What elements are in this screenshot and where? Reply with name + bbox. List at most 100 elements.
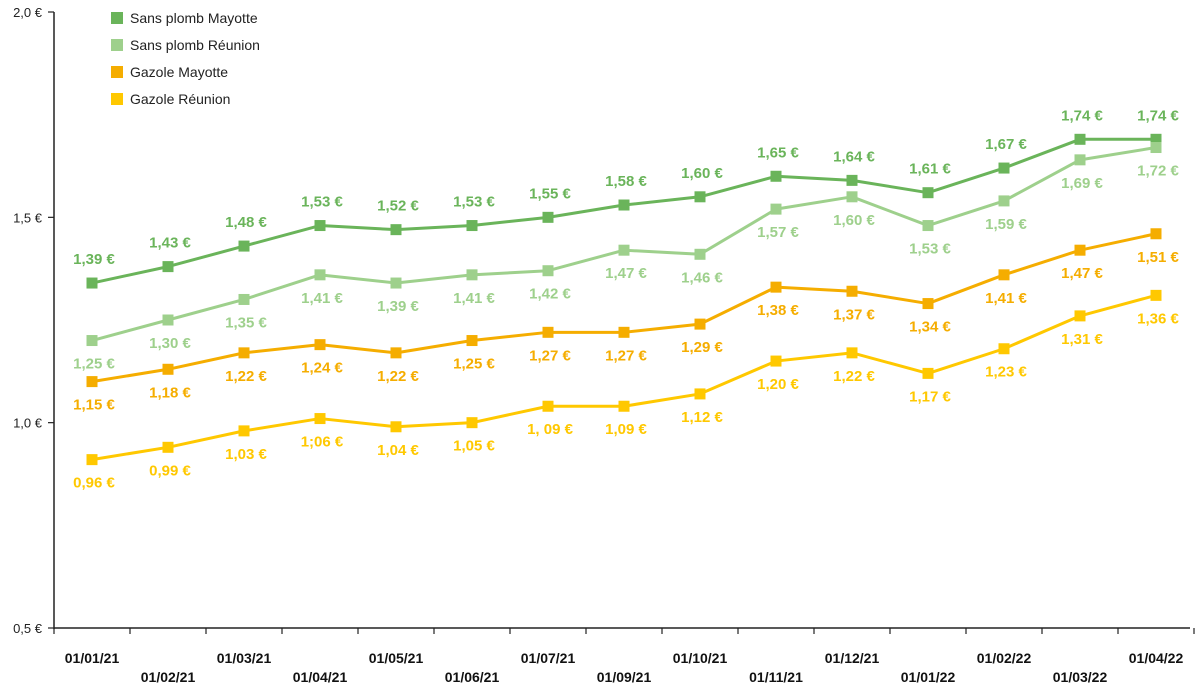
- data-label: 1,74 €: [1061, 107, 1103, 124]
- x-tick-label: 01/07/21: [521, 650, 576, 666]
- x-tick-label: 01/01/21: [65, 650, 120, 666]
- legend-swatch: [111, 66, 123, 78]
- data-label: 1,36 €: [1137, 310, 1179, 327]
- data-point: [466, 269, 478, 281]
- data-label: 1,41 €: [453, 290, 495, 307]
- series-1: [86, 133, 1162, 289]
- data-label: 1,60 €: [833, 212, 875, 229]
- y-tick-label: 1,5 €: [13, 210, 43, 225]
- data-label: 1,18 €: [149, 384, 191, 401]
- x-tick-label: 01/05/21: [369, 650, 424, 666]
- data-label: 1,29 €: [681, 339, 723, 356]
- series-4: [86, 289, 1162, 466]
- data-point: [770, 170, 782, 182]
- data-label: 1,64 €: [833, 148, 875, 165]
- y-tick-label: 0,5 €: [13, 621, 43, 636]
- data-point: [694, 191, 706, 203]
- data-point: [770, 203, 782, 215]
- data-point: [390, 347, 402, 359]
- x-tick-label: 01/12/21: [825, 650, 880, 666]
- legend-label: Gazole Réunion: [130, 91, 230, 107]
- data-label: 1,04 €: [377, 442, 419, 459]
- legend: Sans plomb Mayotte Sans plomb Réunion Gazo…: [111, 10, 260, 107]
- data-label: 1,53 €: [301, 194, 343, 211]
- data-point: [542, 211, 554, 223]
- data-label: 1,17 €: [909, 388, 951, 405]
- data-point: [162, 363, 174, 375]
- data-point: [998, 162, 1010, 174]
- x-tick-label: 01/04/22: [1129, 650, 1184, 666]
- legend-swatch: [111, 39, 123, 51]
- legend-label: Sans plomb Mayotte: [130, 10, 258, 26]
- series-line: [91, 137, 1156, 285]
- data-label: 1,69 €: [1061, 175, 1103, 192]
- data-point: [542, 326, 554, 338]
- data-label: 1,51 €: [1137, 249, 1179, 266]
- data-label: 0,96 €: [73, 475, 115, 492]
- data-point: [238, 347, 250, 359]
- data-point: [162, 261, 174, 273]
- data-label: 1,03 €: [225, 446, 267, 463]
- data-label: 1,22 €: [377, 368, 419, 385]
- data-label: 1,41 €: [301, 290, 343, 307]
- y-tick-label: 2,0 €: [13, 5, 43, 20]
- data-label: 1,27 €: [605, 347, 647, 364]
- data-point: [1074, 154, 1086, 166]
- data-point: [1150, 142, 1162, 154]
- data-label: 1,43 €: [149, 235, 191, 252]
- data-label: 1,65 €: [757, 144, 799, 161]
- legend-label: Gazole Mayotte: [130, 64, 228, 80]
- data-point: [1074, 310, 1086, 322]
- data-label: 1,09 €: [605, 421, 647, 438]
- x-tick-label: 01/02/21: [141, 669, 196, 685]
- data-point: [1150, 228, 1162, 240]
- y-tick-label: 1,0 €: [13, 416, 43, 431]
- data-label: 1,47 €: [605, 265, 647, 282]
- x-tick-label: 01/10/21: [673, 650, 728, 666]
- data-point: [542, 400, 554, 412]
- data-label: 1,20 €: [757, 376, 799, 393]
- data-label: 1,59 €: [985, 216, 1027, 233]
- data-label: 1,57 €: [757, 224, 799, 241]
- data-point: [390, 421, 402, 433]
- data-label: 1,15 €: [73, 397, 115, 414]
- data-label: 1,52 €: [377, 198, 419, 215]
- data-point: [998, 343, 1010, 355]
- data-point: [922, 187, 934, 199]
- data-point: [466, 417, 478, 429]
- data-point: [694, 388, 706, 400]
- x-tick-label: 01/02/22: [977, 650, 1032, 666]
- data-label: 1,39 €: [377, 298, 419, 315]
- data-label: 0,99 €: [149, 462, 191, 479]
- x-tick-label: 01/03/21: [217, 650, 272, 666]
- data-label: 1,39 €: [73, 251, 115, 268]
- x-tick-label: 01/04/21: [293, 669, 348, 685]
- data-label: 1,55 €: [529, 185, 571, 202]
- data-point: [86, 335, 98, 347]
- series-3: [86, 228, 1162, 388]
- data-label: 1,27 €: [529, 347, 571, 364]
- data-point: [1150, 133, 1162, 145]
- data-label: 1,35 €: [225, 314, 267, 331]
- data-point: [238, 240, 250, 252]
- data-label: 1,37 €: [833, 306, 875, 323]
- legend-label: Sans plomb Réunion: [130, 37, 260, 53]
- data-point: [314, 269, 326, 281]
- data-point: [846, 174, 858, 186]
- data-point: [998, 269, 1010, 281]
- data-label: 1,67 €: [985, 136, 1027, 153]
- data-label: 1,38 €: [757, 302, 799, 319]
- data-label: 1,47 €: [1061, 265, 1103, 282]
- data-point: [694, 248, 706, 260]
- data-point: [618, 326, 630, 338]
- data-label: 1,34 €: [909, 319, 951, 336]
- data-label: 1,05 €: [453, 438, 495, 455]
- data-point: [770, 281, 782, 293]
- data-label: 1,30 €: [149, 335, 191, 352]
- data-point: [162, 314, 174, 326]
- data-label: 1,41 €: [985, 290, 1027, 307]
- data-point: [238, 425, 250, 437]
- data-point: [618, 400, 630, 412]
- data-point: [466, 220, 478, 232]
